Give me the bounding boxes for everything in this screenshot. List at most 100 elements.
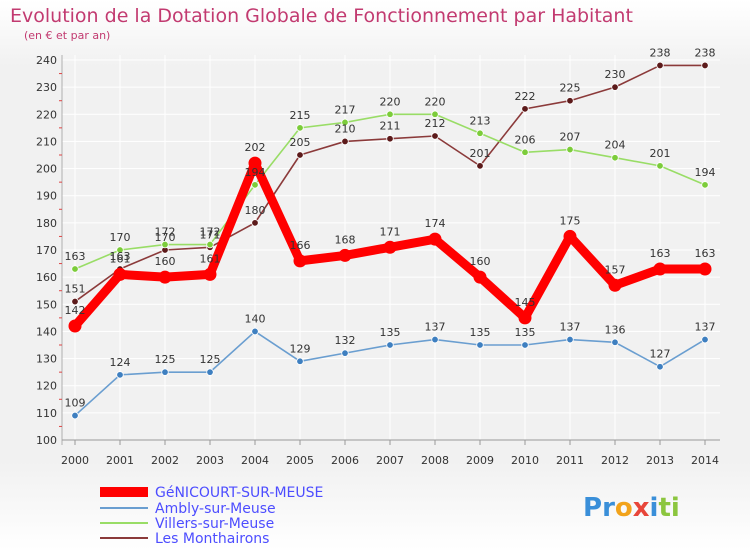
data-label-2: 194 xyxy=(245,166,266,179)
data-label-2: 207 xyxy=(560,131,581,144)
legend-label-2: Villers-sur-Meuse xyxy=(155,516,274,532)
y-tick-label: 140 xyxy=(36,325,57,338)
series-point-2 xyxy=(611,154,619,162)
series-point-0 xyxy=(158,270,172,284)
data-label-0: 168 xyxy=(335,233,356,246)
data-label-1: 129 xyxy=(290,342,311,355)
x-tick-label: 2014 xyxy=(691,454,719,467)
series-point-1 xyxy=(611,338,619,346)
data-label-3: 230 xyxy=(605,68,626,81)
data-label-2: 170 xyxy=(110,231,131,244)
y-tick-label: 180 xyxy=(36,217,57,230)
series-point-3 xyxy=(476,162,484,170)
data-label-3: 201 xyxy=(470,147,491,160)
legend: GéNICOURT-SUR-MEUSEAmbly-sur-MeuseViller… xyxy=(100,485,323,547)
series-point-3 xyxy=(656,61,664,70)
series-point-0 xyxy=(653,262,667,276)
series-point-1 xyxy=(476,341,484,349)
y-tick-label: 150 xyxy=(36,298,57,311)
logo-letter: x xyxy=(633,493,650,523)
x-tick-label: 2000 xyxy=(61,454,89,467)
series-point-1 xyxy=(566,335,574,344)
logo-letter: r xyxy=(602,493,615,523)
y-tick-label: 120 xyxy=(36,380,57,393)
data-label-0: 175 xyxy=(560,214,581,227)
x-tick-label: 2009 xyxy=(466,454,494,467)
data-label-0: 161 xyxy=(200,252,221,265)
y-tick-label: 230 xyxy=(36,81,57,94)
series-point-0 xyxy=(338,248,352,262)
data-label-1: 135 xyxy=(380,326,401,339)
series-point-0 xyxy=(248,156,262,170)
logo-letter: t xyxy=(658,493,670,523)
series-point-0 xyxy=(518,311,532,325)
y-tick-label: 170 xyxy=(36,244,57,257)
logo-letter: i xyxy=(671,493,680,523)
series-point-1 xyxy=(296,357,304,365)
x-tick-label: 2005 xyxy=(286,454,314,467)
data-label-1: 135 xyxy=(470,326,491,339)
y-tick-label: 220 xyxy=(36,108,57,121)
series-point-2 xyxy=(476,129,484,137)
data-label-3: 163 xyxy=(110,250,131,263)
series-point-3 xyxy=(296,151,304,159)
logo-letter: P xyxy=(583,493,602,523)
series-point-0 xyxy=(113,267,127,281)
series-point-1 xyxy=(116,371,124,379)
series-point-2 xyxy=(386,110,394,118)
series-point-2 xyxy=(431,110,439,118)
series-point-0 xyxy=(68,319,82,333)
y-tick-label: 210 xyxy=(36,135,57,148)
logo-letter: o xyxy=(615,493,633,523)
y-tick-label: 160 xyxy=(36,271,57,284)
data-label-1: 137 xyxy=(695,321,716,334)
series-point-2 xyxy=(71,265,79,273)
data-label-1: 137 xyxy=(425,321,446,334)
data-label-0: 202 xyxy=(245,141,266,154)
chart-title: Evolution de la Dotation Globale de Fonc… xyxy=(10,5,633,27)
data-label-2: 172 xyxy=(200,226,221,239)
series-point-3 xyxy=(386,135,394,143)
data-label-3: 222 xyxy=(515,90,536,103)
series-point-0 xyxy=(203,267,217,281)
x-tick-label: 2001 xyxy=(106,454,134,467)
data-label-1: 132 xyxy=(335,334,356,347)
series-point-2 xyxy=(701,181,709,189)
series-point-0 xyxy=(428,232,442,246)
series-point-3 xyxy=(431,132,439,140)
data-label-2: 194 xyxy=(695,166,716,179)
series-point-2 xyxy=(341,118,349,127)
data-label-0: 171 xyxy=(380,225,401,238)
logo-letter: i xyxy=(650,493,659,523)
data-label-3: 170 xyxy=(155,231,176,244)
series-point-1 xyxy=(656,363,664,371)
series-point-1 xyxy=(71,411,79,420)
series-point-0 xyxy=(563,229,577,243)
chart-subtitle: (en € et par an) xyxy=(24,29,110,42)
series-point-0 xyxy=(473,270,487,284)
data-label-3: 238 xyxy=(695,46,716,59)
data-label-1: 127 xyxy=(650,348,671,361)
data-label-2: 220 xyxy=(425,95,446,108)
data-label-0: 157 xyxy=(605,263,626,276)
x-tick-label: 2008 xyxy=(421,454,449,467)
data-label-0: 160 xyxy=(155,255,176,268)
y-tick-label: 110 xyxy=(36,407,57,420)
y-tick-label: 200 xyxy=(36,163,57,176)
data-label-0: 174 xyxy=(425,217,446,230)
y-tick-label: 190 xyxy=(36,190,57,203)
data-label-1: 137 xyxy=(560,321,581,334)
data-label-2: 213 xyxy=(470,114,491,127)
data-label-0: 163 xyxy=(695,247,716,260)
series-point-2 xyxy=(656,162,664,170)
data-label-0: 145 xyxy=(515,296,536,309)
data-label-2: 204 xyxy=(605,139,626,152)
data-label-2: 217 xyxy=(335,103,356,116)
series-point-0 xyxy=(383,240,397,254)
data-label-0: 163 xyxy=(650,247,671,260)
x-tick-label: 2012 xyxy=(601,454,629,467)
data-label-3: 238 xyxy=(650,46,671,59)
legend-label-3: Les Monthairons xyxy=(155,531,269,547)
